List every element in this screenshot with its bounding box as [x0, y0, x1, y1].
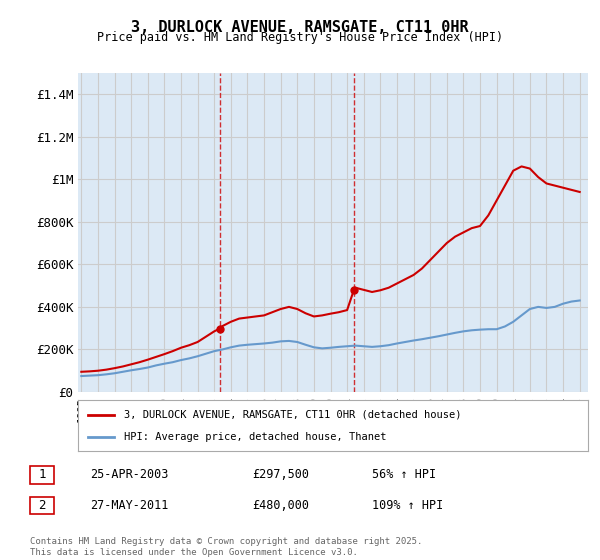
Text: 3, DURLOCK AVENUE, RAMSGATE, CT11 0HR (detached house): 3, DURLOCK AVENUE, RAMSGATE, CT11 0HR (d…: [124, 409, 461, 419]
Text: Contains HM Land Registry data © Crown copyright and database right 2025.
This d: Contains HM Land Registry data © Crown c…: [30, 537, 422, 557]
Text: 27-MAY-2011: 27-MAY-2011: [90, 499, 169, 512]
Text: 56% ↑ HPI: 56% ↑ HPI: [372, 468, 436, 482]
Text: £297,500: £297,500: [252, 468, 309, 482]
Text: £480,000: £480,000: [252, 499, 309, 512]
Text: 25-APR-2003: 25-APR-2003: [90, 468, 169, 482]
Text: HPI: Average price, detached house, Thanet: HPI: Average price, detached house, Than…: [124, 432, 386, 442]
Text: 109% ↑ HPI: 109% ↑ HPI: [372, 499, 443, 512]
Text: 1: 1: [38, 468, 46, 482]
Text: Price paid vs. HM Land Registry's House Price Index (HPI): Price paid vs. HM Land Registry's House …: [97, 31, 503, 44]
FancyBboxPatch shape: [30, 497, 54, 514]
FancyBboxPatch shape: [30, 466, 54, 483]
Text: 2: 2: [38, 499, 46, 512]
Text: 3, DURLOCK AVENUE, RAMSGATE, CT11 0HR: 3, DURLOCK AVENUE, RAMSGATE, CT11 0HR: [131, 20, 469, 35]
